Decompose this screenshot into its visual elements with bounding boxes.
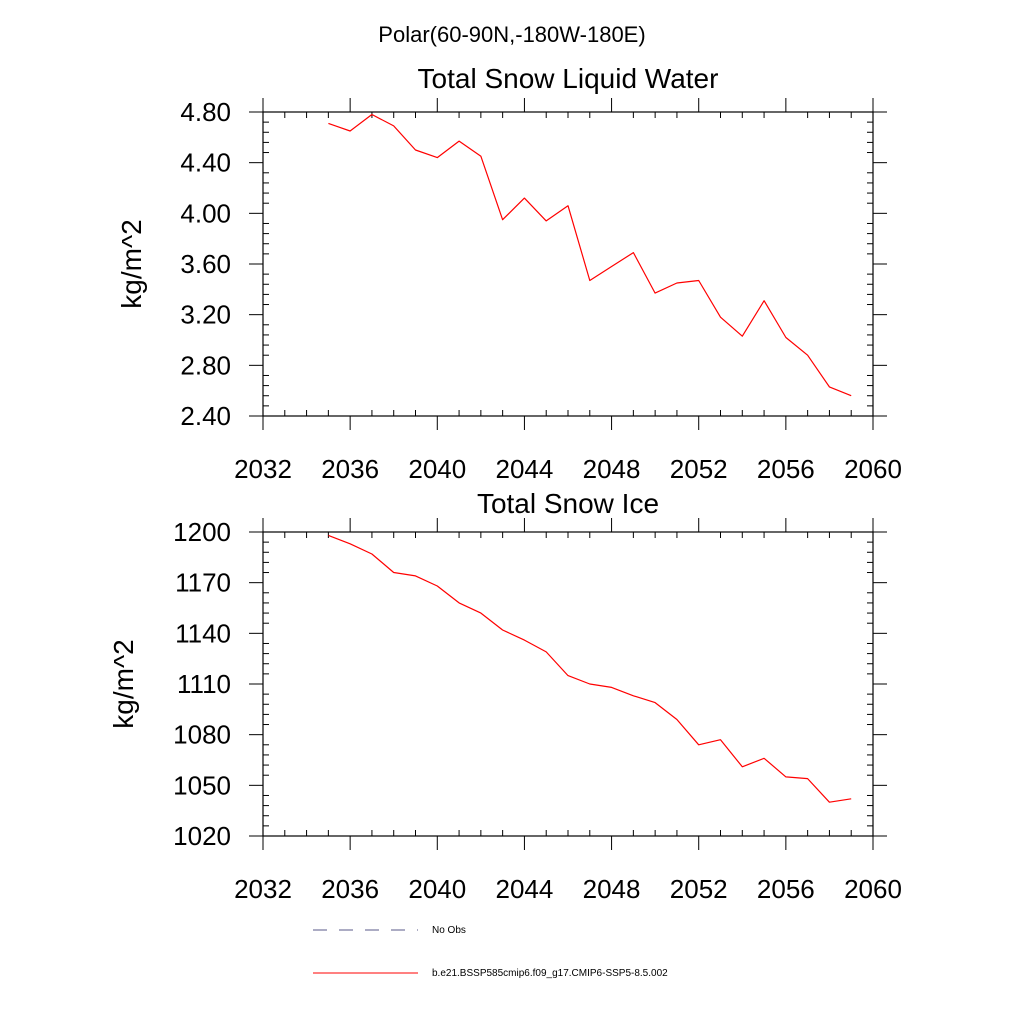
plot-frame: [262, 111, 874, 417]
page-title: Polar(60-90N,-180W-180E): [378, 22, 645, 47]
y-tick-label: 4.00: [180, 198, 231, 228]
y-tick-label: 3.60: [180, 249, 231, 279]
x-tick-label: 2048: [583, 874, 641, 904]
chart-title: Total Snow Liquid Water: [418, 63, 719, 94]
series-line: [328, 534, 852, 803]
x-tick-label: 2044: [496, 874, 554, 904]
x-tick-label: 2048: [583, 454, 641, 484]
chart-snow-liquid-water: Total Snow Liquid Water kg/m^2 2032 2036 2…: [116, 63, 902, 484]
x-tick-label: 2060: [844, 454, 902, 484]
y-tick-label: 1170: [175, 568, 231, 598]
x-tick-label: 2044: [496, 454, 554, 484]
y-tick-label: 4.40: [180, 148, 231, 178]
x-tick-label: 2056: [757, 874, 815, 904]
legend: No Obs b.e21.BSSP585cmip6.f09_g17.CMIP6-…: [313, 925, 668, 979]
plot-frame: [262, 531, 874, 837]
y-tick-label: 1200: [173, 517, 231, 547]
y-axis-label: kg/m^2: [116, 219, 147, 308]
x-tick-label: 2040: [408, 874, 466, 904]
x-tick-label: 2040: [408, 454, 466, 484]
y-tick-label: 1020: [173, 821, 231, 851]
y-tick-label: 1080: [173, 720, 231, 750]
y-tick-label: 3.20: [180, 300, 231, 330]
y-tick-label: 1110: [177, 669, 231, 699]
y-tick-label: 1140: [175, 618, 231, 648]
x-tick-label: 2032: [234, 454, 292, 484]
x-tick-label: 2036: [321, 874, 379, 904]
x-tick-label: 2052: [670, 454, 728, 484]
y-tick-label: 4.80: [180, 97, 231, 127]
x-tick-label: 2052: [670, 874, 728, 904]
chart-title: Total Snow Ice: [477, 488, 659, 519]
x-tick-label: 2036: [321, 454, 379, 484]
chart-snow-ice: Total Snow Ice kg/m^2 2032 2036 2040 2044 20…: [108, 488, 902, 904]
series-line: [328, 113, 852, 397]
y-tick-label: 1050: [173, 770, 231, 800]
legend-label-model-run: b.e21.BSSP585cmip6.f09_g17.CMIP6-SSP5-8.…: [432, 968, 668, 979]
y-tick-label: 2.40: [180, 401, 231, 431]
x-tick-label: 2056: [757, 454, 815, 484]
x-tick-label: 2032: [234, 874, 292, 904]
y-axis-label: kg/m^2: [108, 639, 139, 728]
legend-label-no-obs: No Obs: [432, 925, 466, 936]
y-tick-label: 2.80: [180, 350, 231, 380]
x-tick-label: 2060: [844, 874, 902, 904]
